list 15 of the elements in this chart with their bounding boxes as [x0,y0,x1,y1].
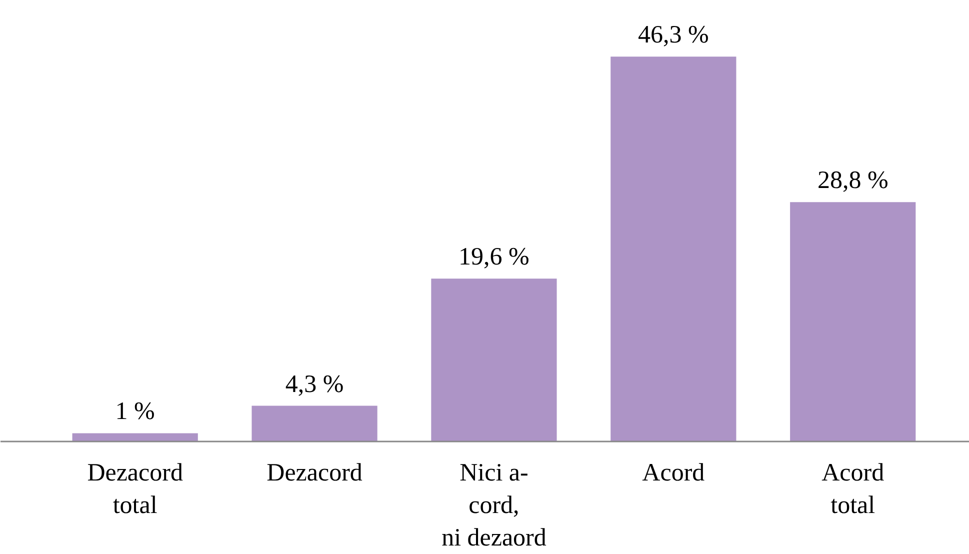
data-label: 19,6 % [458,244,530,271]
data-label: 4,3 % [285,370,344,398]
x-tick-label: Dezacord [266,460,363,486]
x-tick-label: Nici a- cord, ni dezaord [442,460,547,552]
bar [252,406,378,442]
bar [790,202,916,442]
data-label: 28,8 % [817,167,888,194]
data-label: 46,3 % [638,22,709,49]
x-tick-label: Dezacord total [87,460,184,519]
bar [610,56,736,442]
x-tick-label: Acord [642,460,706,486]
bar [431,278,557,442]
data-label: 1 % [115,398,155,426]
x-tick-label: Acord total [822,460,885,519]
bar [72,433,198,442]
